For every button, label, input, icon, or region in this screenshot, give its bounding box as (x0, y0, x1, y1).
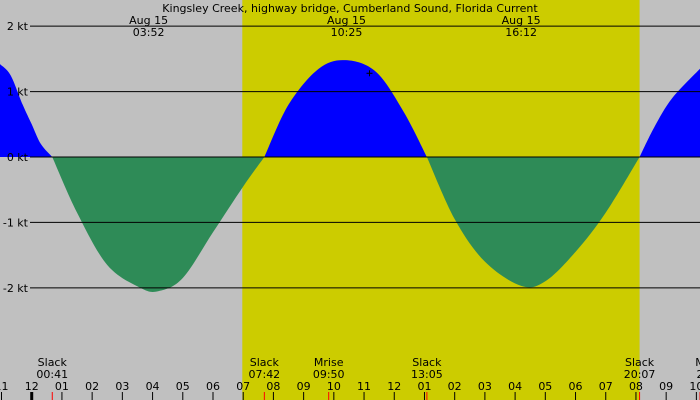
x-tick-label-2: 01 (55, 380, 69, 393)
x-tick-label-17: 04 (508, 380, 522, 393)
x-tick-label-22: 09 (659, 380, 673, 393)
flood-area-2 (264, 60, 427, 158)
x-tick-label-18: 05 (538, 380, 552, 393)
x-tick-label-3: 02 (85, 380, 99, 393)
event-labels: Slack00:41Slack07:42Mrise09:50Slack13:05… (36, 356, 700, 400)
y-tick-label-3: -1 kt (3, 216, 29, 229)
x-tick-label-6: 05 (176, 380, 190, 393)
x-tick-label-14: 01 (417, 380, 431, 393)
peak-date-1: Aug 15 (327, 14, 366, 27)
x-tick-label-19: 06 (569, 380, 583, 393)
y-axis-labels: 2 kt 1 kt 0 kt -1 kt -2 kt (3, 20, 29, 295)
y-tick-label-4: -2 kt (3, 282, 29, 295)
x-tick-label-7: 06 (206, 380, 220, 393)
x-tick-label-21: 08 (629, 380, 643, 393)
x-tick-label-15: 02 (448, 380, 462, 393)
event-name-5: M (695, 356, 700, 369)
event-time-1: 07:42 (248, 368, 280, 381)
grid-lines (30, 25, 700, 289)
event-time-0: 00:41 (36, 368, 68, 381)
y-tick-label-2: 0 kt (7, 151, 29, 164)
x-tick-label-5: 04 (146, 380, 160, 393)
event-time-4: 20:07 (624, 368, 656, 381)
peak-date-0: Aug 15 (129, 14, 168, 27)
x-tick-label-11: 10 (327, 380, 341, 393)
x-tick-label-10: 09 (297, 380, 311, 393)
x-tick-label-13: 12 (387, 380, 401, 393)
flood-area-4 (639, 68, 700, 158)
event-name-0: Slack (38, 356, 68, 369)
x-tick-label-16: 03 (478, 380, 492, 393)
x-tick-label-23: 10 (689, 380, 700, 393)
y-tick-label-1: 1 kt (7, 86, 29, 99)
chart-title: Kingsley Creek, highway bridge, Cumberla… (162, 2, 538, 15)
flood-area-0 (0, 64, 53, 158)
event-time-3: 13:05 (411, 368, 443, 381)
event-name-1: Slack (250, 356, 280, 369)
peak-time-2: 16:12 (505, 26, 537, 39)
x-tick-label-9: 08 (266, 380, 280, 393)
peak-date-2: Aug 15 (502, 14, 541, 27)
y-tick-label-0: 2 kt (7, 20, 29, 33)
event-name-2: Mrise (314, 356, 344, 369)
peak-time-1: 10:25 (331, 26, 363, 39)
x-tick-label-20: 07 (599, 380, 613, 393)
x-tick-label-4: 03 (115, 380, 129, 393)
event-time-5: 2 (697, 368, 700, 381)
x-tick-label-12: 11 (357, 380, 371, 393)
x-axis-ticks: 11 12 01 02 03 04 05 06 07 08 09 10 11 12 01 02 03 04 05 06… (0, 380, 700, 400)
ebb-area-1 (52, 157, 265, 292)
event-name-4: Slack (625, 356, 655, 369)
x-tick-label-0: 11 (0, 380, 9, 393)
x-tick-label-8: 07 (236, 380, 250, 393)
peak-time-0: 03:52 (133, 26, 165, 39)
event-name-3: Slack (412, 356, 442, 369)
event-time-2: 09:50 (313, 368, 345, 381)
crosshair-cursor (366, 70, 373, 77)
x-tick-label-1: 12 (25, 380, 39, 393)
